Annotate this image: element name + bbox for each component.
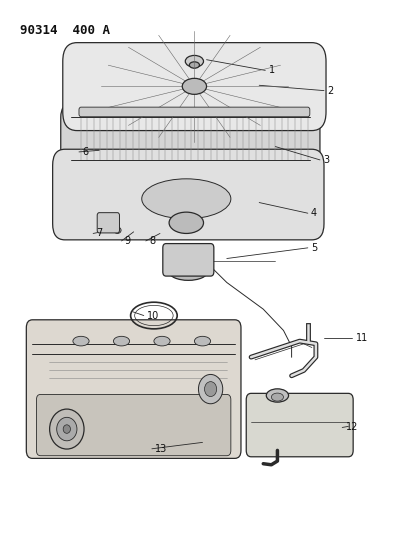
Ellipse shape (205, 382, 217, 397)
FancyBboxPatch shape (53, 149, 324, 240)
Text: 11: 11 (356, 334, 368, 343)
Ellipse shape (189, 62, 199, 68)
FancyBboxPatch shape (163, 244, 214, 276)
FancyBboxPatch shape (246, 393, 353, 457)
Text: 3: 3 (323, 155, 329, 165)
Ellipse shape (169, 263, 208, 280)
Text: 8: 8 (149, 236, 155, 246)
Ellipse shape (73, 336, 89, 346)
FancyBboxPatch shape (36, 394, 231, 456)
Ellipse shape (266, 389, 288, 402)
Ellipse shape (113, 336, 130, 346)
Ellipse shape (198, 374, 223, 404)
Ellipse shape (154, 336, 170, 346)
Text: 90314  400 A: 90314 400 A (20, 24, 110, 37)
FancyBboxPatch shape (79, 107, 310, 117)
Text: 2: 2 (327, 86, 333, 95)
Text: 1: 1 (269, 66, 275, 75)
Ellipse shape (49, 409, 84, 449)
Ellipse shape (271, 393, 284, 401)
FancyBboxPatch shape (63, 43, 326, 131)
Ellipse shape (114, 227, 121, 233)
FancyBboxPatch shape (61, 104, 320, 174)
Text: 7: 7 (96, 229, 102, 238)
Text: 12: 12 (345, 423, 358, 432)
Ellipse shape (57, 417, 77, 441)
Text: 5: 5 (311, 243, 317, 253)
FancyBboxPatch shape (26, 320, 241, 458)
Ellipse shape (182, 78, 207, 94)
Ellipse shape (142, 179, 231, 219)
Text: 4: 4 (311, 208, 317, 218)
Text: 9: 9 (125, 236, 131, 246)
Ellipse shape (194, 336, 211, 346)
Ellipse shape (63, 425, 70, 433)
Ellipse shape (185, 55, 204, 67)
Text: 10: 10 (147, 311, 159, 320)
Text: 13: 13 (155, 444, 167, 454)
FancyBboxPatch shape (97, 213, 119, 233)
Text: 6: 6 (82, 147, 88, 157)
Ellipse shape (169, 212, 204, 233)
